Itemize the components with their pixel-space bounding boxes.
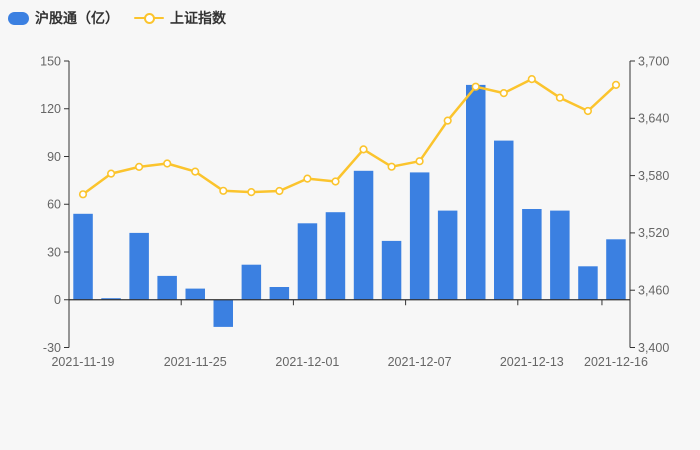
line-marker-2021-12-03[interactable] (359, 145, 368, 154)
line-marker-2021-12-07[interactable] (415, 157, 424, 166)
bar-2021-12-02[interactable] (325, 212, 346, 300)
bar-2021-12-10[interactable] (494, 140, 514, 300)
left-axis-tick-label: 120 (40, 102, 61, 116)
bar-2021-12-01[interactable] (297, 223, 318, 300)
left-axis: 150 120 90 60 30 0 -30 (40, 54, 70, 355)
right-axis: 3,700 3,640 3,580 3,520 3,460 3,400 (629, 54, 669, 355)
line-marker-2021-11-29[interactable] (247, 188, 256, 197)
legend-item-bar-series[interactable]: 沪股通（亿） (8, 9, 119, 27)
bar-2021-12-09[interactable] (466, 84, 486, 300)
bar-2021-12-06[interactable] (381, 240, 402, 300)
left-axis-tick-label: 60 (47, 198, 61, 212)
bar-2021-12-15[interactable] (578, 266, 598, 300)
right-axis-tick-label: 3,700 (638, 54, 669, 68)
bar-2021-11-19[interactable] (73, 213, 93, 300)
line-markers (78, 74, 621, 199)
line-marker-2021-11-22[interactable] (106, 169, 116, 178)
left-axis-tick-label: 90 (47, 150, 61, 164)
bar-2021-11-26[interactable] (213, 299, 234, 327)
line-marker-2021-11-24[interactable] (163, 159, 172, 168)
x-axis-label: 2021-12-07 (388, 355, 452, 369)
left-axis-tick-label: -30 (43, 341, 61, 355)
left-axis-tick-label: 0 (54, 293, 61, 307)
x-axis: 2021-11-19 2021-11-25 2021-12-01 2021-12-07… (51, 299, 648, 369)
x-axis-label: 2021-12-13 (500, 355, 564, 369)
bar-2021-11-22[interactable] (101, 298, 121, 300)
right-axis-tick-label: 3,400 (638, 341, 669, 355)
line-marker-2021-12-06[interactable] (387, 162, 396, 171)
line-series-swatch-icon (134, 12, 164, 25)
left-axis-tick-label: 150 (40, 54, 61, 68)
line-marker-2021-12-16[interactable] (611, 80, 621, 89)
right-axis-tick-label: 3,520 (638, 226, 669, 240)
line-marker-2021-12-15[interactable] (583, 106, 593, 116)
line-marker-2021-12-01[interactable] (303, 174, 312, 183)
line-marker-2021-11-30[interactable] (275, 186, 284, 196)
bar-2021-12-03[interactable] (353, 170, 374, 300)
right-axis-tick-label: 3,460 (638, 284, 669, 298)
bar-series (73, 84, 626, 327)
bar-2021-11-30[interactable] (269, 287, 290, 300)
left-axis-tick-label: 30 (47, 245, 61, 259)
line-marker-2021-11-25[interactable] (191, 167, 200, 176)
line-swatch-hollow-circle-icon (144, 13, 155, 24)
x-axis-label: 2021-12-16 (584, 355, 648, 369)
bar-2021-11-29[interactable] (241, 264, 262, 300)
bar-2021-12-07[interactable] (409, 172, 430, 300)
sse-index-line (81, 77, 618, 196)
x-axis-label: 2021-11-25 (164, 355, 227, 369)
bar-2021-12-14[interactable] (550, 210, 570, 300)
bar-2021-11-25[interactable] (185, 288, 206, 300)
bar-2021-12-16[interactable] (606, 239, 626, 300)
right-axis-tick-label: 3,580 (638, 169, 669, 183)
line-marker-2021-11-26[interactable] (219, 186, 228, 195)
bar-series-swatch-icon (8, 11, 29, 25)
bar-2021-12-13[interactable] (522, 209, 542, 300)
line-marker-2021-12-13[interactable] (527, 74, 536, 84)
x-axis-label: 2021-12-01 (275, 355, 339, 369)
bar-2021-12-08[interactable] (437, 210, 458, 300)
legend: 沪股通（亿） 上证指数 (8, 9, 226, 27)
line-marker-2021-12-10[interactable] (499, 88, 508, 98)
line-marker-2021-11-19[interactable] (78, 190, 88, 199)
bar-2021-11-23[interactable] (129, 232, 149, 300)
line-marker-2021-12-08[interactable] (443, 116, 452, 125)
line-marker-2021-11-23[interactable] (135, 162, 144, 171)
line-marker-2021-12-02[interactable] (331, 177, 340, 186)
x-axis-label: 2021-11-19 (51, 355, 114, 369)
line-series-label: 上证指数 (170, 10, 226, 26)
line-marker-2021-12-14[interactable] (555, 93, 565, 102)
legend-item-line-series[interactable]: 上证指数 (134, 9, 226, 27)
line-marker-2021-12-09[interactable] (471, 82, 480, 91)
bar-series-label: 沪股通（亿） (35, 10, 119, 26)
bar-2021-11-24[interactable] (157, 275, 177, 300)
right-axis-tick-label: 3,640 (638, 112, 669, 126)
